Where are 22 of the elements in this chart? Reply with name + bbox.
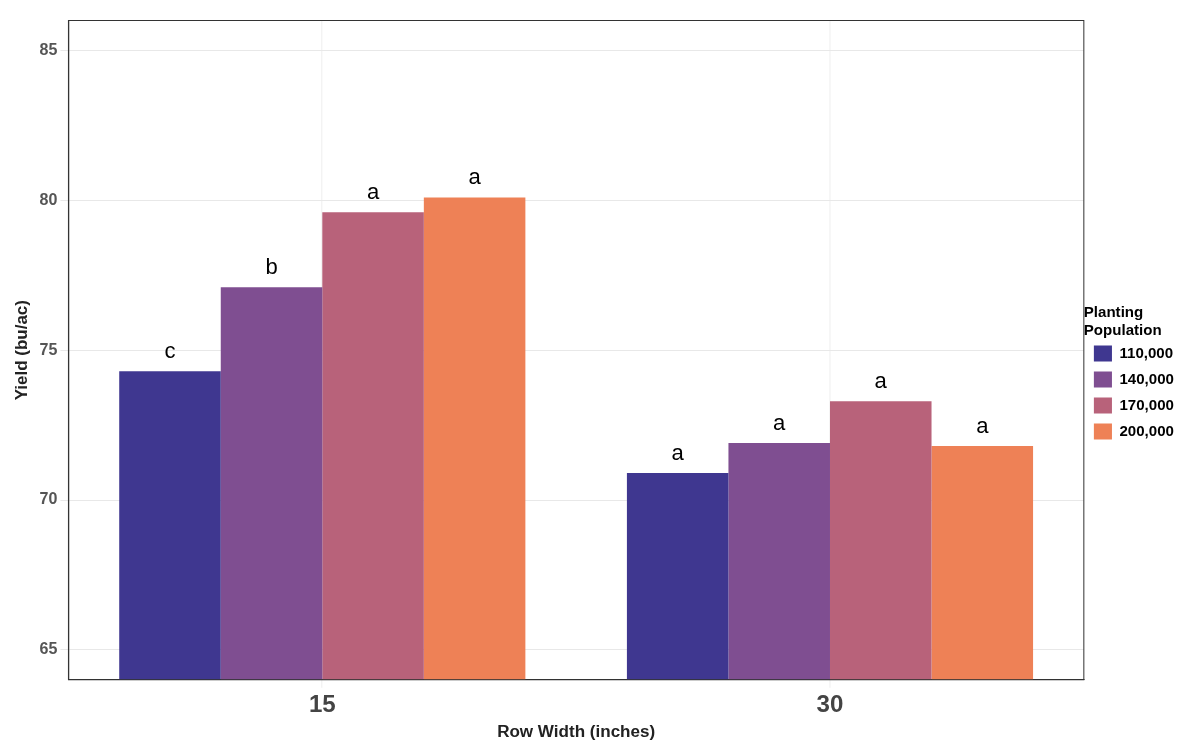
data-label: c: [164, 338, 176, 364]
legend-label: 110,000: [1119, 343, 1174, 361]
data-label: a: [874, 368, 888, 394]
legend-label: 200,000: [1119, 421, 1174, 439]
legend-label: 140,000: [1119, 369, 1174, 387]
y-tick-label: 85: [39, 40, 58, 58]
x-axis-title: Row Width (inches): [497, 722, 656, 742]
data-label: a: [773, 410, 787, 436]
y-tick-label: 70: [39, 489, 58, 508]
y-tick-label: 80: [39, 189, 58, 208]
x-tick-label: 30: [816, 689, 844, 717]
y-tick-label: 75: [39, 339, 58, 358]
data-label: b: [265, 254, 278, 280]
data-label: a: [468, 164, 482, 190]
data-label: a: [366, 179, 380, 205]
legend-label: 170,000: [1119, 395, 1174, 413]
legend-title: Planting Population: [1083, 303, 1162, 339]
y-axis-title: Yield (bu/ac): [11, 300, 31, 401]
data-label: a: [976, 413, 990, 439]
y-tick-label: 65: [39, 639, 58, 658]
x-tick-label: 15: [308, 689, 336, 717]
data-label: a: [671, 440, 685, 466]
